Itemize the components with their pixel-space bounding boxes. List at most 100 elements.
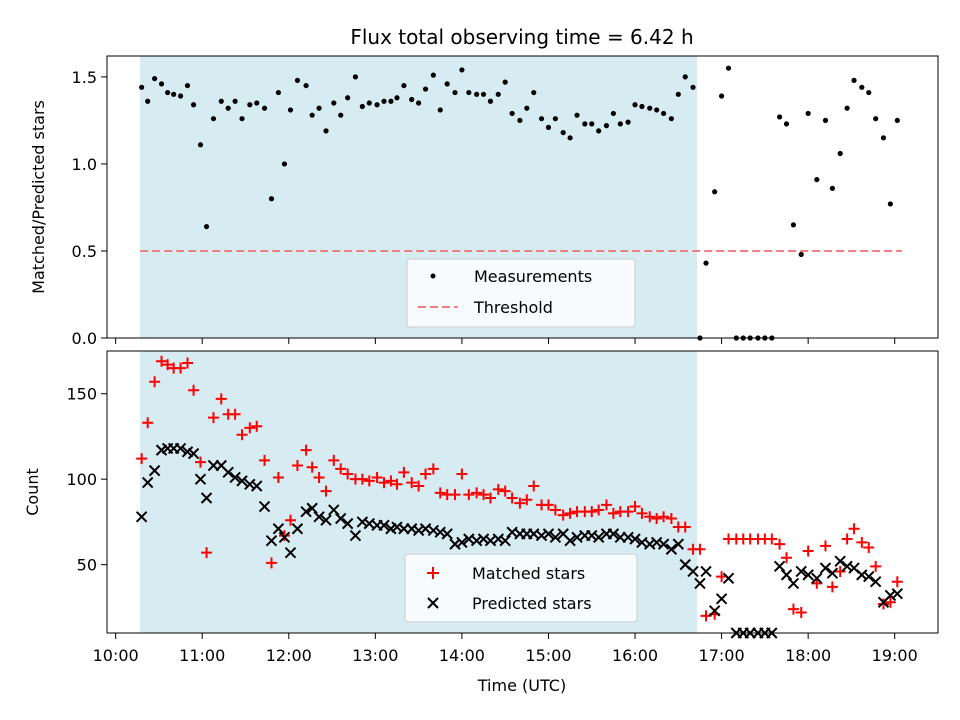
measurement-point bbox=[589, 121, 595, 127]
predicted-star-point bbox=[278, 531, 291, 543]
measurement-point bbox=[545, 124, 552, 130]
predicted-star-point bbox=[564, 535, 576, 547]
measurement-point bbox=[225, 105, 231, 111]
measurement-point bbox=[197, 142, 204, 148]
measurement-point bbox=[218, 98, 224, 104]
predicted-star-point bbox=[863, 570, 875, 583]
predicted-star-point bbox=[328, 504, 340, 516]
measurement-point bbox=[776, 114, 783, 120]
matched-star-point bbox=[201, 547, 213, 559]
x-tick-label: 13:00 bbox=[352, 646, 398, 665]
matched-star-point bbox=[156, 355, 168, 367]
measurement-point bbox=[474, 91, 480, 97]
predicted-star-point bbox=[449, 538, 461, 550]
predicted-star-point bbox=[715, 593, 728, 605]
predicted-star-point bbox=[629, 533, 641, 545]
predicted-star-point bbox=[535, 529, 548, 542]
y-tick-label: 0.0 bbox=[72, 329, 97, 348]
predicted-star-point bbox=[222, 466, 234, 479]
chart-title: Flux total observing time = 6.42 h bbox=[350, 25, 693, 49]
predicted-star-point bbox=[657, 538, 670, 550]
measurement-point bbox=[495, 91, 501, 97]
measurement-point bbox=[538, 116, 545, 122]
legend-predicted-marker bbox=[427, 597, 439, 609]
matched-star-point bbox=[194, 456, 206, 468]
measurement-point bbox=[703, 260, 709, 266]
predicted-star-point bbox=[802, 569, 814, 581]
matched-star-point bbox=[766, 533, 778, 545]
matched-star-point bbox=[244, 422, 256, 434]
measurement-point bbox=[359, 103, 365, 110]
matched-star-point bbox=[521, 494, 533, 506]
measurement-point bbox=[560, 129, 566, 136]
legend-matched-label: Matched stars bbox=[472, 564, 585, 583]
measurement-point bbox=[275, 89, 281, 96]
measurement-point bbox=[610, 110, 616, 117]
measurement-point bbox=[401, 82, 407, 89]
predicted-star-point bbox=[795, 565, 807, 578]
legend-matched-marker bbox=[427, 567, 439, 579]
matched-star-point bbox=[514, 497, 526, 509]
predicted-star-point bbox=[586, 529, 598, 542]
measurement-point bbox=[323, 128, 329, 134]
predicted-star-point bbox=[320, 514, 332, 526]
predicted-star-point bbox=[891, 587, 904, 600]
measurement-point bbox=[725, 65, 732, 71]
bottom-x-ticks: 10:00 11:00 12:00 13:00 14:00 15:00 16:00 17:00… bbox=[93, 633, 918, 665]
top-y-ticks: 0.0 0.5 1.0 1.5 bbox=[72, 68, 107, 348]
matched-star-point bbox=[600, 499, 612, 511]
x-tick-label: 18:00 bbox=[785, 646, 831, 665]
measurement-point bbox=[531, 89, 537, 96]
matched-star-point bbox=[456, 468, 468, 480]
matched-star-point bbox=[629, 501, 641, 513]
measurement-point bbox=[837, 150, 843, 157]
measurement-point bbox=[374, 102, 380, 108]
predicted-star-point bbox=[306, 502, 318, 514]
predicted-star-point bbox=[265, 535, 278, 547]
measurement-point bbox=[822, 117, 829, 124]
matched-star-point bbox=[182, 357, 194, 369]
matched-star-point bbox=[251, 420, 263, 432]
matched-star-point bbox=[356, 473, 368, 485]
predicted-star-point bbox=[477, 533, 490, 545]
matched-star-point bbox=[142, 417, 154, 429]
measurement-point bbox=[582, 121, 588, 127]
measurement-point bbox=[502, 79, 508, 85]
predicted-star-point bbox=[300, 505, 312, 518]
top-legend: Measurements Threshold bbox=[406, 258, 636, 328]
x-tick-label: 17:00 bbox=[699, 646, 745, 665]
measurement-point bbox=[287, 107, 294, 113]
predicted-star-point bbox=[187, 447, 200, 460]
measurement-point bbox=[394, 95, 400, 101]
measurement-point bbox=[338, 112, 344, 118]
measurement-point bbox=[190, 102, 197, 108]
measurement-point bbox=[352, 74, 359, 80]
measurement-point bbox=[430, 72, 436, 78]
predicted-star-point bbox=[650, 536, 663, 549]
legend-predicted-label: Predicted stars bbox=[472, 594, 592, 613]
matched-star-point bbox=[787, 603, 799, 615]
matched-star-point bbox=[471, 487, 483, 499]
matched-star-point bbox=[420, 468, 432, 480]
matched-star-point bbox=[870, 560, 882, 572]
measurement-point bbox=[625, 119, 631, 125]
matched-star-point bbox=[484, 492, 496, 504]
predicted-star-point bbox=[313, 511, 325, 523]
legend-measurements-marker bbox=[430, 273, 436, 279]
predicted-star-point bbox=[826, 567, 839, 579]
predicted-star-point bbox=[456, 536, 468, 549]
matched-star-point bbox=[542, 499, 554, 511]
matched-star-point bbox=[651, 512, 663, 524]
measurement-point bbox=[574, 112, 580, 118]
x-tick-label: 11:00 bbox=[179, 646, 225, 665]
legend-measurements-label: Measurements bbox=[474, 267, 592, 286]
matched-star-point bbox=[841, 533, 853, 545]
measurement-point bbox=[158, 81, 165, 87]
matched-star-point bbox=[644, 511, 656, 523]
measurement-point bbox=[381, 98, 387, 104]
predicted-star-point bbox=[441, 528, 453, 540]
y-tick-label: 50 bbox=[77, 556, 97, 575]
predicted-star-point bbox=[672, 538, 685, 550]
predicted-star-point bbox=[272, 523, 285, 535]
